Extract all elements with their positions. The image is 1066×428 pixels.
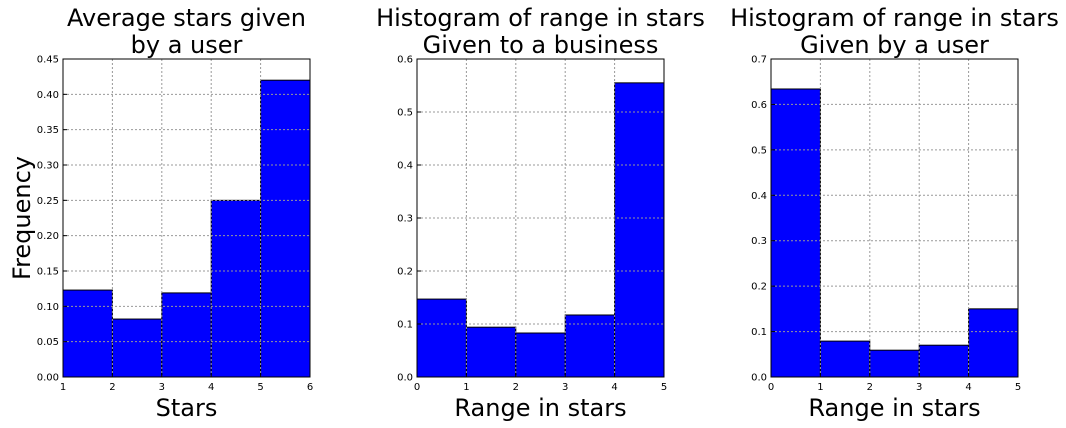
y-tick-label: 0.5 — [397, 108, 413, 119]
bar — [210, 199, 262, 378]
bar — [869, 349, 920, 378]
x-tick-label: 5 — [257, 382, 263, 393]
y-tick-label: 0.40 — [37, 90, 59, 101]
y-tick-label: 0.30 — [37, 161, 59, 172]
x-tick-label: 4 — [611, 382, 617, 393]
bar — [918, 344, 970, 378]
plot-frame — [416, 58, 665, 378]
y-tick-label: 0.4 — [397, 161, 413, 172]
y-tick-label: 0.00 — [37, 373, 59, 384]
bar — [161, 292, 212, 378]
chart-title: Given to a business — [423, 31, 659, 59]
bar — [614, 82, 665, 378]
x-tick-label: 4 — [965, 382, 971, 393]
x-tick-label: 1 — [463, 382, 469, 393]
y-tick-label: 0.15 — [37, 267, 59, 278]
x-tick-label: 4 — [208, 382, 214, 393]
y-tick-label: 0.6 — [751, 100, 767, 111]
x-tick-label: 6 — [307, 382, 313, 393]
bar — [515, 332, 566, 378]
y-tick-label: 0.25 — [37, 196, 59, 207]
y-tick-label: 0.05 — [37, 337, 59, 348]
x-tick-label: 0 — [414, 382, 420, 393]
bar — [111, 318, 163, 378]
bar — [819, 340, 871, 378]
bar — [564, 314, 616, 378]
y-tick-label: 0.7 — [751, 55, 767, 66]
x-axis-label: Stars — [156, 394, 218, 422]
x-tick-label: 3 — [159, 382, 165, 393]
x-axis-label: Range in stars — [454, 394, 626, 422]
chart-title: Histogram of range in stars — [376, 4, 705, 32]
y-tick-label: 0.3 — [751, 236, 767, 247]
plot-frame — [62, 58, 311, 378]
bar — [260, 79, 311, 378]
y-tick-label: 0.2 — [751, 282, 767, 293]
y-axis-label: Frequency — [8, 156, 36, 280]
x-tick-label: 2 — [513, 382, 519, 393]
chart-title: by a user — [131, 31, 243, 59]
bar — [770, 88, 821, 378]
y-tick-label: 0.20 — [37, 231, 59, 242]
y-tick-label: 0.0 — [751, 373, 767, 384]
x-tick-label: 5 — [661, 382, 667, 393]
bar — [968, 308, 1019, 378]
y-tick-label: 0.2 — [397, 267, 413, 278]
bar — [416, 298, 467, 378]
y-tick-label: 0.10 — [37, 302, 59, 313]
x-tick-label: 1 — [60, 382, 66, 393]
x-tick-label: 5 — [1015, 382, 1021, 393]
y-tick-label: 0.1 — [751, 327, 767, 338]
x-tick-label: 1 — [817, 382, 823, 393]
plot-frame — [770, 58, 1019, 378]
y-tick-label: 0.0 — [397, 373, 413, 384]
chart-title: Average stars given — [67, 4, 306, 32]
x-tick-label: 2 — [109, 382, 115, 393]
y-tick-label: 0.6 — [397, 55, 413, 66]
chart-title: Histogram of range in stars — [730, 4, 1059, 32]
bar — [465, 326, 517, 378]
y-tick-label: 0.3 — [397, 214, 413, 225]
chart-title: Given by a user — [800, 31, 989, 59]
bar — [62, 289, 113, 378]
x-tick-label: 3 — [562, 382, 568, 393]
x-tick-label: 0 — [768, 382, 774, 393]
x-tick-label: 2 — [867, 382, 873, 393]
y-tick-label: 0.5 — [751, 145, 767, 156]
x-tick-label: 3 — [916, 382, 922, 393]
y-tick-label: 0.1 — [397, 320, 413, 331]
x-axis-label: Range in stars — [808, 394, 980, 422]
y-tick-label: 0.35 — [37, 125, 59, 136]
y-tick-label: 0.4 — [751, 191, 767, 202]
y-tick-label: 0.45 — [37, 55, 59, 66]
